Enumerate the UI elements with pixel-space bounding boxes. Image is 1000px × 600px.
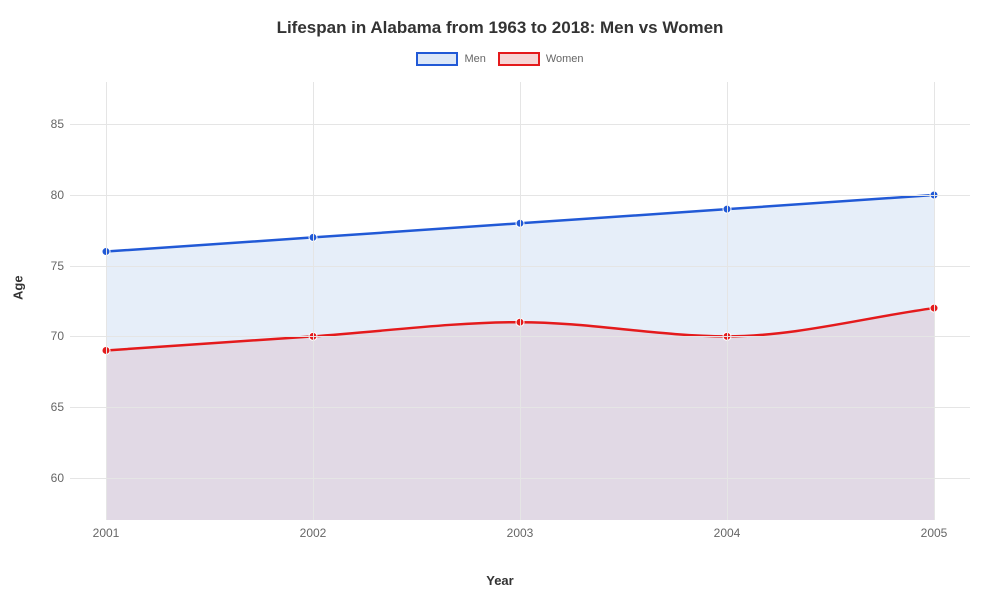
grid-line-vertical xyxy=(313,82,314,520)
legend-item-women: Women xyxy=(498,52,584,66)
legend-swatch-men xyxy=(416,52,458,66)
grid-line-horizontal xyxy=(70,266,970,267)
grid-line-horizontal xyxy=(70,336,970,337)
y-tick-label: 60 xyxy=(44,471,64,485)
grid-line-vertical xyxy=(520,82,521,520)
x-axis-label: Year xyxy=(0,573,1000,588)
y-tick-label: 85 xyxy=(44,117,64,131)
grid-line-horizontal xyxy=(70,407,970,408)
y-tick-label: 70 xyxy=(44,329,64,343)
grid-line-vertical xyxy=(727,82,728,520)
legend-item-men: Men xyxy=(416,52,485,66)
chart-title: Lifespan in Alabama from 1963 to 2018: M… xyxy=(0,18,1000,38)
legend-label-women: Women xyxy=(546,53,584,65)
plot-area: 20012002200320042005606570758085 xyxy=(70,82,970,520)
legend-swatch-women xyxy=(498,52,540,66)
grid-line-vertical xyxy=(934,82,935,520)
grid-line-horizontal xyxy=(70,478,970,479)
x-tick-label: 2004 xyxy=(714,526,741,540)
legend-label-men: Men xyxy=(464,53,485,65)
x-tick-label: 2002 xyxy=(300,526,327,540)
y-tick-label: 80 xyxy=(44,188,64,202)
grid-line-horizontal xyxy=(70,195,970,196)
y-tick-label: 65 xyxy=(44,400,64,414)
legend: Men Women xyxy=(0,52,1000,66)
x-tick-label: 2005 xyxy=(921,526,948,540)
x-tick-label: 2003 xyxy=(507,526,534,540)
grid-line-vertical xyxy=(106,82,107,520)
y-tick-label: 75 xyxy=(44,259,64,273)
grid-line-horizontal xyxy=(70,124,970,125)
chart-container: Lifespan in Alabama from 1963 to 2018: M… xyxy=(0,0,1000,600)
y-axis-label: Age xyxy=(11,275,26,300)
x-tick-label: 2001 xyxy=(93,526,120,540)
